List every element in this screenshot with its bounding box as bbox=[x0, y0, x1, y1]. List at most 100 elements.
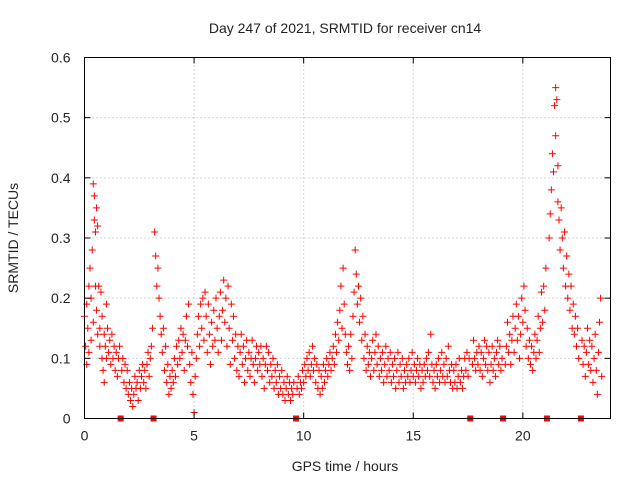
data-point bbox=[194, 312, 202, 320]
data-point bbox=[489, 366, 497, 374]
data-point bbox=[426, 372, 434, 380]
data-point bbox=[89, 318, 97, 326]
data-point bbox=[176, 354, 184, 362]
x-tick-labels: 0 5 10 15 20 bbox=[81, 428, 531, 444]
data-point bbox=[165, 390, 173, 398]
data-point bbox=[100, 330, 108, 338]
data-point bbox=[177, 324, 185, 332]
data-point bbox=[360, 354, 368, 362]
data-point bbox=[432, 360, 440, 368]
data-point bbox=[272, 378, 280, 386]
data-point bbox=[440, 360, 448, 368]
data-point bbox=[225, 324, 233, 332]
data-point bbox=[308, 342, 316, 350]
data-point bbox=[271, 366, 279, 374]
data-point bbox=[552, 132, 560, 140]
data-point bbox=[519, 318, 527, 326]
data-points bbox=[81, 84, 606, 416]
data-point bbox=[364, 360, 372, 368]
data-point bbox=[265, 348, 273, 356]
data-point bbox=[89, 180, 97, 188]
data-point bbox=[85, 348, 93, 356]
data-point bbox=[462, 366, 470, 374]
y-tick-label: 0.1 bbox=[51, 350, 71, 366]
data-point bbox=[352, 270, 360, 278]
data-point bbox=[384, 354, 392, 362]
data-point bbox=[98, 312, 106, 320]
data-point bbox=[185, 300, 193, 308]
data-point bbox=[223, 342, 231, 350]
data-point bbox=[201, 288, 209, 296]
data-point bbox=[362, 366, 370, 374]
data-point bbox=[158, 348, 166, 356]
y-tick-label: 0.2 bbox=[51, 290, 71, 306]
x-tick-label: 15 bbox=[405, 428, 421, 444]
y-tick-label: 0 bbox=[63, 411, 71, 427]
data-point bbox=[289, 390, 297, 398]
data-point bbox=[129, 402, 137, 410]
data-point bbox=[208, 318, 216, 326]
data-point bbox=[511, 324, 519, 332]
data-point bbox=[485, 348, 493, 356]
data-point bbox=[496, 342, 504, 350]
data-point bbox=[361, 330, 369, 338]
data-point bbox=[113, 372, 121, 380]
data-point bbox=[567, 282, 575, 290]
data-point bbox=[105, 348, 113, 356]
data-point bbox=[102, 354, 110, 362]
x-tick-label: 0 bbox=[81, 428, 89, 444]
data-point bbox=[160, 366, 168, 374]
data-point bbox=[196, 342, 204, 350]
data-point bbox=[529, 366, 537, 374]
data-point bbox=[581, 372, 589, 380]
data-point bbox=[215, 312, 223, 320]
data-point bbox=[255, 348, 263, 356]
data-point bbox=[147, 342, 155, 350]
data-point bbox=[300, 378, 308, 386]
data-point bbox=[276, 372, 284, 380]
data-point bbox=[555, 216, 563, 224]
data-point bbox=[95, 282, 103, 290]
data-point bbox=[512, 300, 520, 308]
data-point bbox=[340, 300, 348, 308]
data-point bbox=[560, 228, 568, 236]
data-point bbox=[503, 318, 511, 326]
data-point bbox=[269, 354, 277, 362]
data-point bbox=[356, 318, 364, 326]
data-point bbox=[518, 294, 526, 302]
data-point bbox=[427, 330, 435, 338]
data-point bbox=[266, 378, 274, 386]
data-point bbox=[145, 372, 153, 380]
data-point bbox=[598, 372, 606, 380]
data-point bbox=[86, 264, 94, 272]
data-point bbox=[134, 396, 142, 404]
data-point bbox=[260, 384, 268, 392]
data-point bbox=[536, 324, 544, 332]
data-point bbox=[199, 294, 207, 302]
data-point bbox=[167, 384, 175, 392]
data-point bbox=[368, 354, 376, 362]
data-point bbox=[415, 372, 423, 380]
data-point bbox=[336, 306, 344, 314]
data-point bbox=[221, 318, 229, 326]
data-point bbox=[523, 324, 531, 332]
data-point bbox=[264, 366, 272, 374]
data-point bbox=[127, 396, 135, 404]
data-point bbox=[494, 336, 502, 344]
data-point bbox=[470, 336, 478, 344]
data-point bbox=[376, 354, 384, 362]
data-point bbox=[181, 336, 189, 344]
data-point bbox=[301, 360, 309, 368]
data-point bbox=[551, 102, 559, 110]
data-point bbox=[189, 390, 197, 398]
data-point bbox=[202, 312, 210, 320]
data-point bbox=[316, 390, 324, 398]
data-point bbox=[593, 390, 601, 398]
data-point bbox=[245, 348, 253, 356]
data-point bbox=[246, 372, 254, 380]
data-point bbox=[313, 360, 321, 368]
data-point bbox=[540, 282, 548, 290]
data-point bbox=[207, 360, 215, 368]
data-point bbox=[173, 342, 181, 350]
data-point bbox=[502, 342, 510, 350]
